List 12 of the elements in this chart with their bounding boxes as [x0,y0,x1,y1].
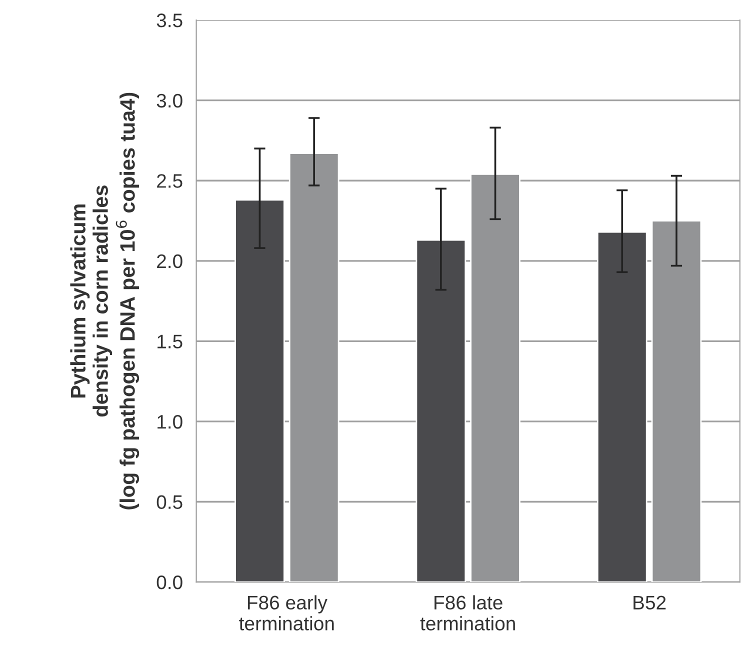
y-tick-label: 2.0 [157,254,182,268]
y-tick-label: 1.0 [158,414,182,429]
y-axis-title: Pythium sylvaticum density in corn radicles (log fg pathogen DNA per 10$^{6}$ copies tua4) [70,92,140,510]
y-tick-label: 1.5 [158,334,182,348]
y-tick-label: 0.0 [156,576,182,590]
y-tick-label: 3.5 [156,14,182,28]
x-tick-label: F86 late termination [420,595,515,630]
x-tick-label: B52 [634,596,666,610]
x-tick-label: F86 early termination [239,595,334,630]
y-tick-label: 2.5 [157,174,182,188]
y-tick-label: 3.0 [156,94,182,108]
y-tick-label: 0.5 [156,495,182,509]
